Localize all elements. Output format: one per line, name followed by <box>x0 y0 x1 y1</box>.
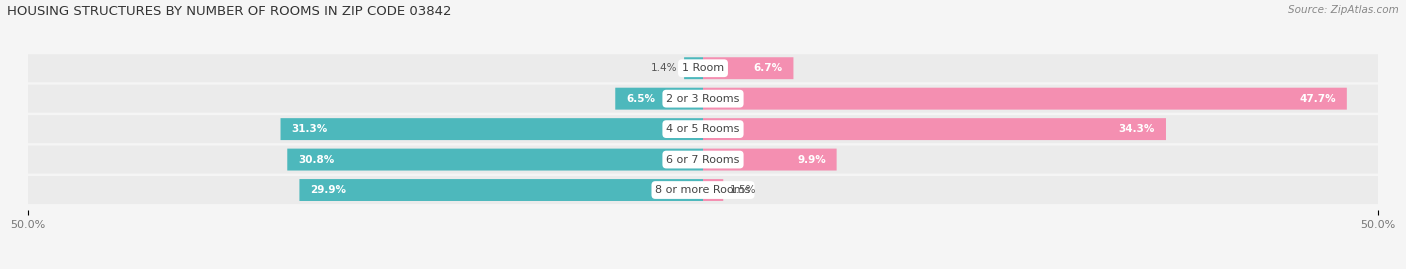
Text: 6 or 7 Rooms: 6 or 7 Rooms <box>666 155 740 165</box>
Text: 1.4%: 1.4% <box>651 63 678 73</box>
FancyBboxPatch shape <box>703 118 1166 140</box>
FancyBboxPatch shape <box>703 88 1347 110</box>
Text: 8 or more Rooms: 8 or more Rooms <box>655 185 751 195</box>
FancyBboxPatch shape <box>299 179 703 201</box>
Text: 47.7%: 47.7% <box>1299 94 1336 104</box>
FancyBboxPatch shape <box>28 54 1378 82</box>
Text: 9.9%: 9.9% <box>797 155 825 165</box>
Text: 1.5%: 1.5% <box>730 185 756 195</box>
FancyBboxPatch shape <box>703 148 837 171</box>
Text: Source: ZipAtlas.com: Source: ZipAtlas.com <box>1288 5 1399 15</box>
Text: HOUSING STRUCTURES BY NUMBER OF ROOMS IN ZIP CODE 03842: HOUSING STRUCTURES BY NUMBER OF ROOMS IN… <box>7 5 451 18</box>
Text: 4 or 5 Rooms: 4 or 5 Rooms <box>666 124 740 134</box>
FancyBboxPatch shape <box>287 148 703 171</box>
FancyBboxPatch shape <box>28 176 1378 204</box>
FancyBboxPatch shape <box>703 179 723 201</box>
FancyBboxPatch shape <box>28 85 1378 113</box>
FancyBboxPatch shape <box>685 57 703 79</box>
Text: 1 Room: 1 Room <box>682 63 724 73</box>
FancyBboxPatch shape <box>703 57 793 79</box>
FancyBboxPatch shape <box>616 88 703 110</box>
Text: 30.8%: 30.8% <box>298 155 335 165</box>
Text: 29.9%: 29.9% <box>311 185 346 195</box>
Text: 31.3%: 31.3% <box>291 124 328 134</box>
FancyBboxPatch shape <box>281 118 703 140</box>
Text: 6.7%: 6.7% <box>754 63 783 73</box>
Text: 34.3%: 34.3% <box>1119 124 1156 134</box>
Text: 6.5%: 6.5% <box>626 94 655 104</box>
Text: 2 or 3 Rooms: 2 or 3 Rooms <box>666 94 740 104</box>
FancyBboxPatch shape <box>28 115 1378 143</box>
FancyBboxPatch shape <box>28 146 1378 174</box>
